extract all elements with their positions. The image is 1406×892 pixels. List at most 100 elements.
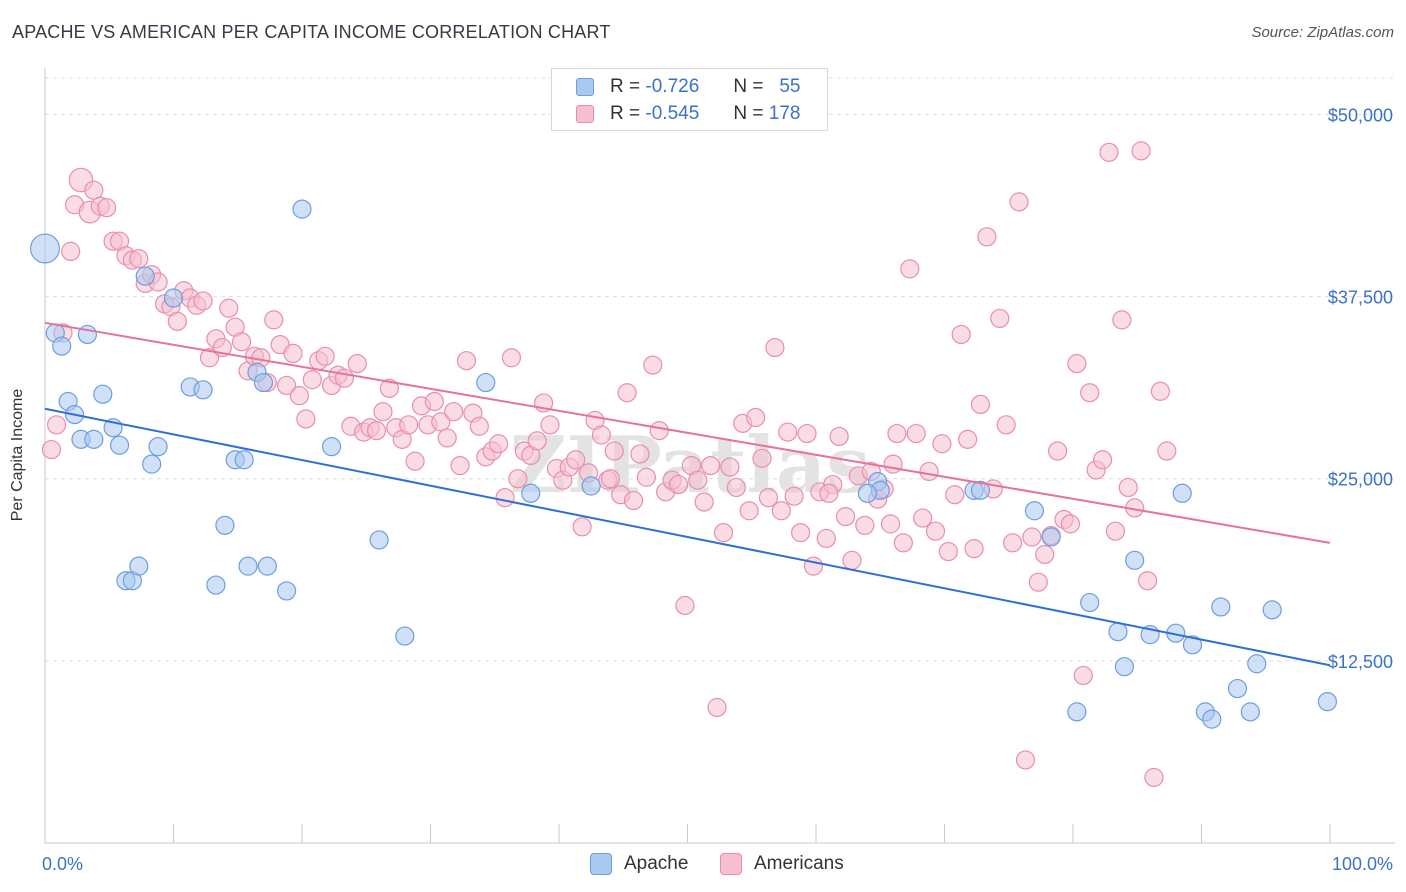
americans-point bbox=[797, 423, 817, 444]
americans-point bbox=[675, 595, 695, 616]
americans-point bbox=[938, 541, 958, 562]
americans-point bbox=[347, 354, 367, 374]
americans-point bbox=[880, 514, 901, 534]
americans-point bbox=[1080, 383, 1100, 403]
americans-point bbox=[752, 448, 772, 468]
americans-point bbox=[508, 469, 528, 489]
americans-point bbox=[765, 337, 785, 358]
apache-point bbox=[1227, 678, 1248, 699]
americans-point bbox=[540, 415, 560, 435]
americans-point bbox=[366, 421, 387, 441]
americans-point bbox=[819, 483, 839, 503]
americans-point bbox=[883, 454, 903, 474]
americans-point bbox=[444, 402, 464, 422]
apache-point bbox=[1247, 654, 1267, 674]
apache-point bbox=[1240, 702, 1260, 722]
americans-point bbox=[945, 485, 965, 505]
americans-point bbox=[97, 198, 117, 218]
americans-point bbox=[887, 423, 907, 444]
americans-point bbox=[296, 409, 316, 429]
americans-point bbox=[1047, 441, 1068, 461]
americans-point bbox=[495, 488, 515, 508]
apache-point bbox=[52, 336, 72, 356]
americans-point bbox=[932, 434, 952, 454]
americans-point bbox=[758, 488, 779, 508]
apache-point bbox=[215, 515, 235, 535]
apache-point bbox=[521, 483, 541, 503]
apache-swatch bbox=[576, 78, 594, 96]
americans-point bbox=[424, 391, 444, 412]
americans-point bbox=[591, 425, 612, 445]
americans-point bbox=[701, 456, 721, 476]
apache-point bbox=[93, 384, 113, 404]
apache-point bbox=[1114, 657, 1135, 677]
y-tick-label: $25,000 bbox=[1328, 470, 1393, 490]
apache-point bbox=[476, 372, 496, 393]
apache-point bbox=[1202, 709, 1222, 729]
americans-point bbox=[893, 533, 913, 553]
americans-point bbox=[1092, 450, 1113, 470]
x-tick-label-min: 0.0% bbox=[42, 854, 83, 874]
americans-point bbox=[276, 375, 297, 396]
americans-point bbox=[623, 490, 644, 511]
americans-point bbox=[906, 423, 926, 444]
americans-point bbox=[746, 407, 766, 428]
americans-point bbox=[1067, 354, 1087, 374]
americans-point bbox=[900, 259, 920, 279]
r-label: R = bbox=[610, 76, 641, 97]
americans-point bbox=[630, 444, 650, 464]
legend-item-americans[interactable]: Americans bbox=[720, 852, 844, 876]
americans-point bbox=[572, 517, 592, 537]
apache-point bbox=[321, 437, 342, 457]
americans-point bbox=[46, 415, 67, 435]
americans-point bbox=[527, 431, 547, 451]
americans-point bbox=[617, 383, 637, 403]
americans-point bbox=[167, 311, 187, 331]
apache-point bbox=[109, 435, 130, 455]
chart-title: APACHE VS AMERICAN PER CAPITA INCOME COR… bbox=[12, 22, 611, 42]
n-value: 55 bbox=[779, 76, 801, 97]
americans-point bbox=[1015, 750, 1036, 770]
americans-point bbox=[302, 370, 322, 390]
americans-point bbox=[919, 461, 939, 482]
americans-point bbox=[1144, 767, 1164, 788]
apache-point bbox=[142, 454, 162, 474]
y-tick-label: $37,500 bbox=[1328, 288, 1393, 308]
legend-item-apache[interactable]: Apache bbox=[590, 852, 688, 876]
americans-point bbox=[1022, 527, 1042, 547]
trend-lines bbox=[44, 321, 1331, 667]
n-label: N = bbox=[733, 76, 764, 97]
y-tick-labels: $12,500 $25,000 $37,500 $50,000 bbox=[1328, 105, 1393, 671]
americans-point bbox=[726, 477, 746, 498]
americans-point bbox=[835, 506, 856, 527]
apache-point bbox=[970, 480, 991, 500]
americans-point bbox=[193, 291, 213, 311]
americans-point bbox=[450, 456, 470, 476]
americans-point bbox=[790, 523, 811, 543]
americans-point bbox=[996, 415, 1016, 435]
apache-point bbox=[193, 380, 213, 400]
americans-point bbox=[803, 556, 824, 576]
americans-point bbox=[604, 441, 624, 461]
americans-point bbox=[668, 474, 689, 495]
apache-point bbox=[1067, 702, 1087, 722]
legend-label-americans: Americans bbox=[754, 853, 844, 874]
r-value: -0.726 bbox=[645, 76, 700, 97]
americans-point bbox=[232, 332, 252, 352]
apache-point bbox=[581, 476, 601, 496]
apache-point bbox=[238, 556, 258, 576]
apache-point bbox=[1041, 527, 1061, 547]
americans-point bbox=[1035, 544, 1055, 565]
americans-point bbox=[373, 402, 393, 422]
americans-point bbox=[958, 429, 978, 449]
americans-point bbox=[1099, 142, 1119, 162]
americans-point bbox=[489, 434, 509, 454]
apache-point bbox=[234, 450, 254, 470]
americans-point bbox=[970, 394, 991, 414]
americans-point bbox=[264, 310, 284, 330]
americans-point bbox=[61, 241, 81, 261]
apache-point bbox=[148, 437, 168, 457]
x-tick-label-max: 100.0% bbox=[1332, 854, 1393, 874]
americans-point bbox=[1137, 571, 1158, 591]
